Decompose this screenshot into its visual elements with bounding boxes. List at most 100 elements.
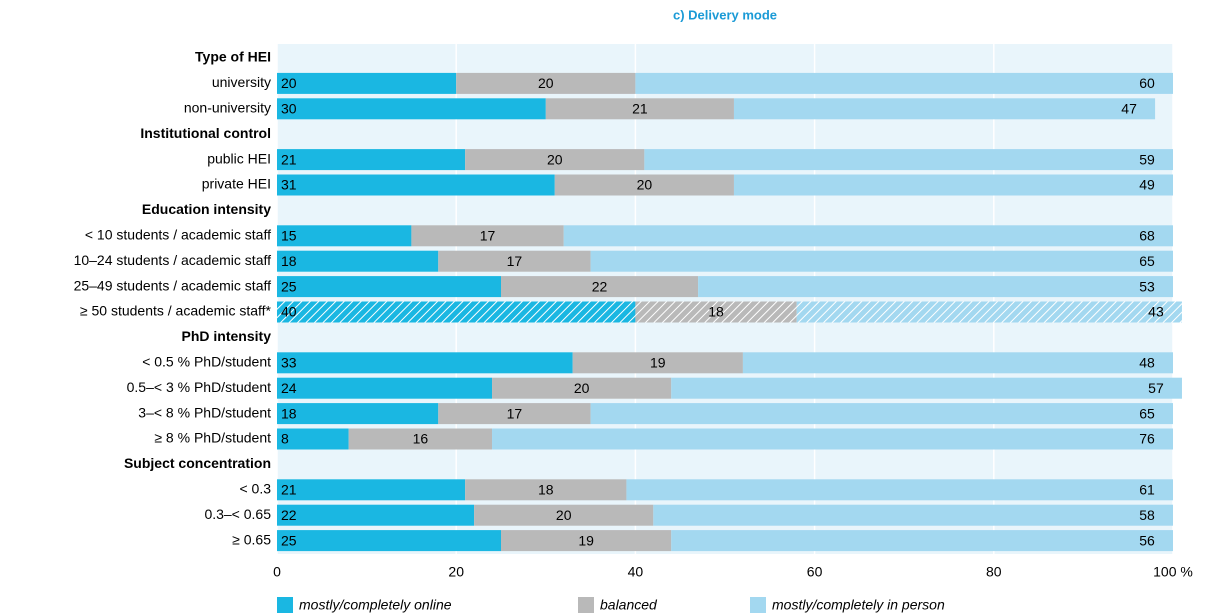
data-label: 43 bbox=[1148, 304, 1164, 320]
bar-segment bbox=[438, 250, 591, 272]
x-tick-label: 100 % bbox=[1153, 564, 1193, 580]
bar-segment bbox=[733, 174, 1173, 196]
data-label: 17 bbox=[480, 228, 496, 244]
bar-segment bbox=[635, 72, 1173, 94]
bar-segment bbox=[277, 225, 412, 247]
data-label: 48 bbox=[1139, 355, 1155, 371]
data-label: 65 bbox=[1139, 253, 1155, 269]
bar-segment bbox=[277, 403, 439, 425]
y-tick-label: non-university bbox=[184, 100, 271, 116]
y-tick-label: PhD intensity bbox=[182, 328, 272, 344]
data-label: 18 bbox=[538, 482, 554, 498]
y-tick-label: 10–24 students / academic staff bbox=[74, 252, 272, 268]
bar-segment bbox=[653, 504, 1173, 526]
y-tick-label: 3–< 8 % PhD/student bbox=[138, 404, 271, 420]
bar-segment bbox=[545, 98, 734, 120]
bar-segment bbox=[411, 225, 564, 247]
data-label: 68 bbox=[1139, 228, 1155, 244]
y-tick-label: < 10 students / academic staff bbox=[85, 227, 271, 243]
data-label: 18 bbox=[281, 405, 297, 421]
bar-segment bbox=[465, 149, 645, 171]
data-label: 20 bbox=[637, 177, 653, 193]
data-label: 17 bbox=[507, 253, 523, 269]
data-label: 19 bbox=[650, 355, 666, 371]
legend-label: mostly/completely online bbox=[299, 597, 452, 613]
x-tick-label: 80 bbox=[986, 564, 1002, 580]
bar-segment bbox=[348, 428, 493, 450]
data-label: 24 bbox=[281, 380, 297, 396]
bar-segment bbox=[590, 403, 1173, 425]
bar-segment bbox=[501, 276, 699, 298]
bar-segment bbox=[277, 479, 466, 501]
bar-segment bbox=[277, 250, 439, 272]
bar-segment bbox=[644, 149, 1173, 171]
chart-title: c) Delivery mode bbox=[673, 7, 777, 22]
data-label: 25 bbox=[281, 278, 297, 294]
legend-label: balanced bbox=[600, 597, 658, 613]
y-tick-label: ≥ 50 students / academic staff* bbox=[80, 303, 272, 319]
data-label: 20 bbox=[574, 380, 590, 396]
y-tick-label: ≥ 0.65 bbox=[232, 531, 271, 547]
bar-segment bbox=[277, 530, 501, 552]
y-tick-label: 0.3–< 0.65 bbox=[204, 506, 271, 522]
data-label: 25 bbox=[281, 532, 297, 548]
data-label: 65 bbox=[1139, 405, 1155, 421]
data-label: 21 bbox=[281, 482, 297, 498]
data-label: 60 bbox=[1139, 75, 1155, 91]
bar-segment bbox=[501, 530, 672, 552]
bar-segment bbox=[277, 352, 573, 374]
data-label: 59 bbox=[1139, 151, 1155, 167]
y-tick-label: ≥ 8 % PhD/student bbox=[154, 430, 271, 446]
data-label: 53 bbox=[1139, 278, 1155, 294]
bar-segment bbox=[277, 174, 555, 196]
y-tick-label: < 0.5 % PhD/student bbox=[142, 354, 271, 370]
y-tick-label: Type of HEI bbox=[195, 49, 271, 65]
legend-swatch bbox=[750, 597, 766, 613]
bar-segment bbox=[671, 530, 1173, 552]
data-label: 20 bbox=[556, 507, 572, 523]
bar-segment bbox=[277, 149, 466, 171]
y-tick-label: 0.5–< 3 % PhD/student bbox=[127, 379, 271, 395]
y-tick-label: university bbox=[212, 74, 271, 90]
data-label: 21 bbox=[281, 151, 297, 167]
y-tick-label: public HEI bbox=[207, 150, 271, 166]
y-tick-label: Institutional control bbox=[140, 125, 271, 141]
bar-segment bbox=[626, 479, 1173, 501]
y-tick-label: 25–49 students / academic staff bbox=[74, 277, 272, 293]
y-tick-label: Subject concentration bbox=[124, 455, 271, 471]
data-label: 20 bbox=[281, 75, 297, 91]
data-label: 40 bbox=[281, 304, 297, 320]
bar-segment bbox=[277, 301, 636, 323]
data-label: 20 bbox=[547, 151, 563, 167]
data-label: 15 bbox=[281, 228, 297, 244]
bar-segment bbox=[698, 276, 1173, 298]
bar-segment bbox=[277, 377, 493, 399]
data-label: 16 bbox=[413, 431, 429, 447]
x-tick-label: 20 bbox=[448, 564, 464, 580]
x-tick-label: 0 bbox=[273, 564, 281, 580]
bar-segment bbox=[492, 428, 1173, 450]
data-label: 8 bbox=[281, 431, 289, 447]
y-tick-label: Education intensity bbox=[142, 201, 271, 217]
bar-segment bbox=[742, 352, 1173, 374]
bar-segment bbox=[456, 72, 636, 94]
data-label: 47 bbox=[1121, 101, 1137, 117]
bar-segment bbox=[554, 174, 734, 196]
bar-segment bbox=[277, 98, 546, 120]
data-label: 56 bbox=[1139, 532, 1155, 548]
data-label: 49 bbox=[1139, 177, 1155, 193]
legend-swatch bbox=[578, 597, 594, 613]
data-label: 61 bbox=[1139, 482, 1155, 498]
bar-segment bbox=[733, 98, 1156, 120]
bar-segment bbox=[277, 504, 475, 526]
bar-segment bbox=[277, 276, 501, 298]
data-label: 33 bbox=[281, 355, 297, 371]
bar-segment bbox=[671, 377, 1182, 399]
x-tick-label: 60 bbox=[807, 564, 823, 580]
bar-segment bbox=[492, 377, 672, 399]
bar-segment bbox=[474, 504, 654, 526]
data-label: 58 bbox=[1139, 507, 1155, 523]
bar-segment bbox=[277, 428, 349, 450]
data-label: 22 bbox=[592, 278, 608, 294]
